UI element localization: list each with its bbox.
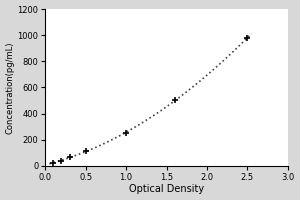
X-axis label: Optical Density: Optical Density (129, 184, 204, 194)
Y-axis label: Concentration(pg/mL): Concentration(pg/mL) (6, 41, 15, 134)
